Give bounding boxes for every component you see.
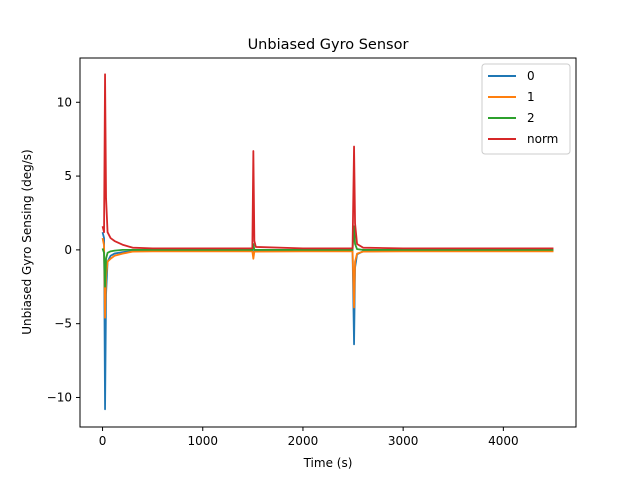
legend-label-1: 1 <box>527 90 535 104</box>
y-tick-label: −5 <box>54 317 72 331</box>
y-tick-label: −10 <box>47 390 72 404</box>
legend-label-2: 2 <box>527 111 535 125</box>
legend-label-norm: norm <box>527 132 558 146</box>
y-axis-label: Unbiased Gyro Sensing (deg/s) <box>20 149 34 335</box>
legend: 0 1 2 norm <box>481 63 571 155</box>
y-tick-label: 10 <box>57 95 72 109</box>
plot-frame <box>79 57 577 428</box>
series-line-norm <box>101 73 554 250</box>
series-line-2 <box>101 225 554 288</box>
y-tick-label: 5 <box>64 169 72 183</box>
series-line-1 <box>101 237 554 319</box>
chart-title: Unbiased Gyro Sensor <box>248 37 409 53</box>
y-axis-ticks: −10 −5 0 5 10 <box>47 95 80 404</box>
x-tick-label: 3000 <box>388 434 419 448</box>
legend-box <box>481 63 571 155</box>
series-layer <box>101 73 554 411</box>
x-axis-ticks: 0 1000 2000 3000 4000 <box>99 427 519 448</box>
x-tick-label: 1000 <box>187 434 218 448</box>
x-tick-label: 0 <box>99 434 107 448</box>
x-tick-label: 2000 <box>288 434 319 448</box>
legend-label-0: 0 <box>527 69 535 83</box>
x-axis-label: Time (s) <box>303 456 353 470</box>
y-tick-label: 0 <box>64 243 72 257</box>
x-tick-label: 4000 <box>488 434 519 448</box>
